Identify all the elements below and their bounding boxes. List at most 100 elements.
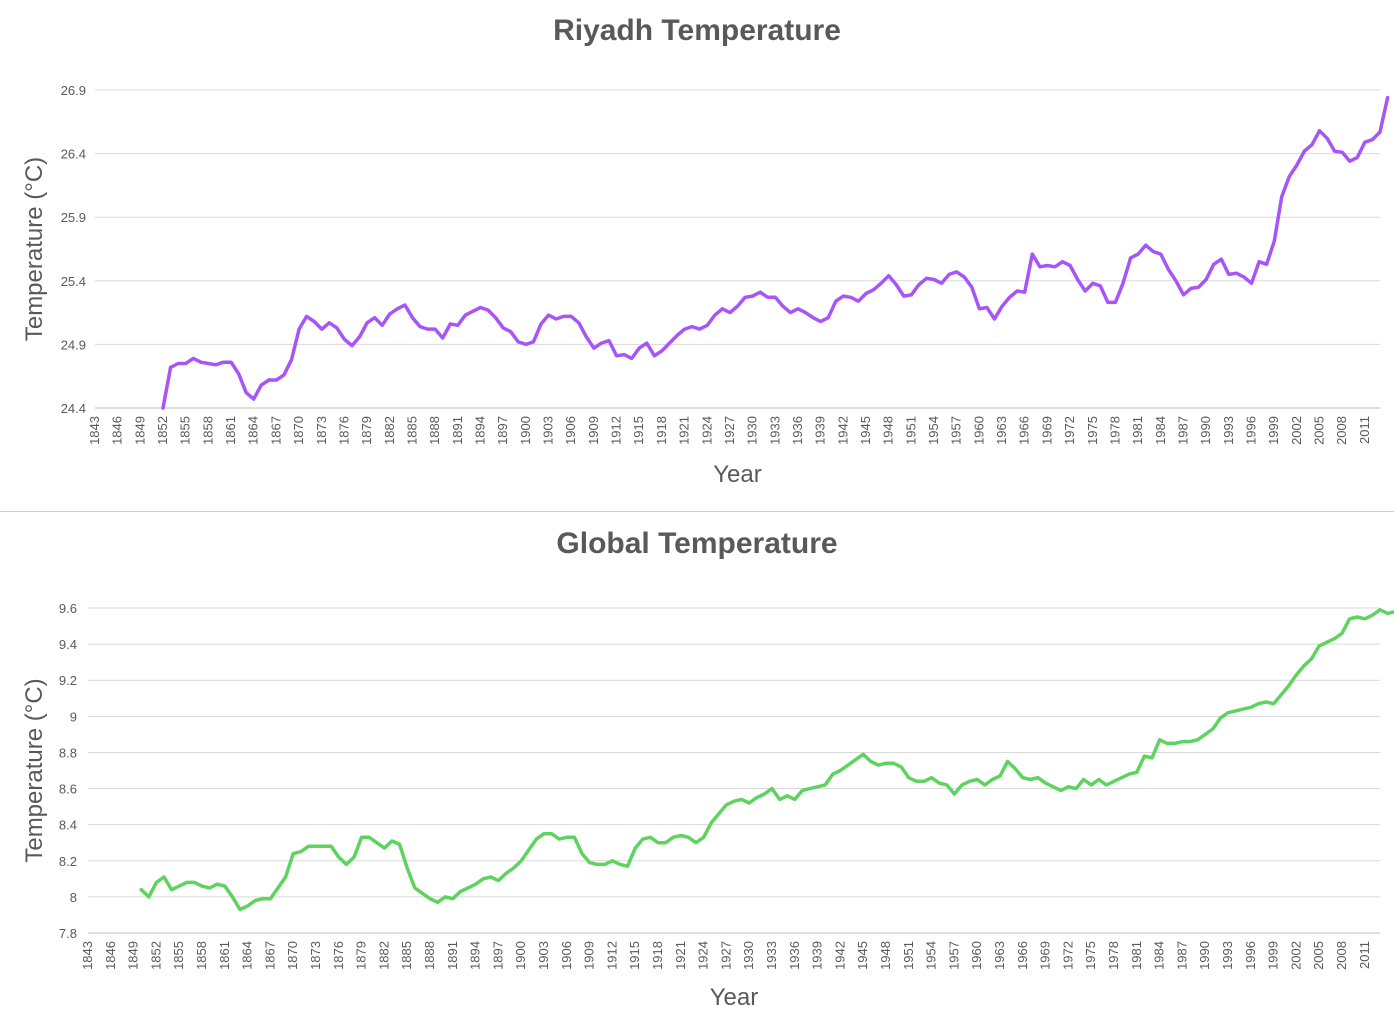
x-tick-label: 2011 [1357,941,1372,969]
riyadh-data-point [690,325,694,328]
riyadh-data-point [449,322,452,326]
x-tick-label: 1993 [1221,416,1236,445]
riyadh-data-point [260,383,263,387]
global-data-point [801,789,804,792]
global-data-point [846,763,850,767]
riyadh-data-point [736,305,739,308]
x-tick-label: 1861 [217,941,232,970]
global-data-point [1257,702,1260,705]
global-data-point [808,787,812,790]
global-data-point [968,780,971,783]
global-data-point [360,836,363,839]
global-data-point [550,832,553,835]
global-data-point [406,866,409,870]
y-tick-label: 9.6 [59,601,77,616]
global-data-point [254,899,257,902]
x-tick-label: 1957 [949,416,964,445]
x-tick-label: 1948 [881,416,896,445]
global-data-point [915,780,918,783]
global-data-point [717,812,720,816]
riyadh-data-point [592,347,596,350]
riyadh-data-point [1023,291,1026,294]
riyadh-data-point [660,349,664,352]
global-data-point [299,850,302,853]
x-tick-label: 1855 [178,416,193,445]
x-tick-label: 1864 [246,416,261,445]
riyadh-chart-plot: 24.4 24.9 25.4 25.9 26.4 26.9 1843 1846 1849 1852… [21,83,1390,488]
global-data-point [596,863,599,866]
global-data-point [542,832,546,835]
x-tick-label: 1879 [354,941,369,970]
global-data-point [185,881,188,884]
global-data-point [1211,727,1215,731]
x-tick-label: 1897 [495,416,510,445]
global-data-point [1128,772,1131,776]
global-data-point [702,836,705,839]
global-data-point [732,799,736,803]
global-data-point [1006,760,1009,763]
riyadh-data-point [743,296,747,299]
global-data-point [1196,738,1199,742]
y-tick-label: 26.4 [61,147,86,162]
riyadh-data-point [811,316,815,319]
global-data-point [953,792,956,796]
riyadh-data-point [872,288,875,291]
global-data-point [276,886,280,890]
riyadh-data-point [267,378,271,382]
global-data-point [938,781,941,785]
riyadh-data-point [1257,260,1261,263]
riyadh-data-point [1136,252,1140,256]
x-tick-label: 1954 [926,416,941,445]
global-data-point [1143,754,1146,758]
riyadh-data-point [751,294,754,298]
y-axis-title: Temperature (°C) [21,678,48,862]
x-tick-label: 1978 [1107,416,1122,445]
riyadh-data-point [1325,137,1329,140]
global-data-point [1021,776,1024,779]
global-data-point [1226,711,1230,714]
x-tick-label: 1894 [473,416,488,445]
x-tick-label: 1981 [1129,941,1144,970]
x-tick-label: 1906 [559,941,574,970]
x-tick-label: 1846 [103,941,118,970]
riyadh-data-point [630,357,633,360]
x-tick-label: 1909 [586,416,601,445]
riyadh-data-point [524,343,528,346]
global-data-point [839,769,842,772]
riyadh-data-point [728,311,732,314]
global-data-point [390,839,394,843]
x-tick-label: 1960 [969,941,984,970]
y-axis-title: Temperature (°C) [21,157,48,341]
x-tick-label: 1909 [582,941,597,970]
global-data-point [292,852,295,855]
riyadh-data-point [1038,265,1042,269]
global-data-point [520,859,523,862]
x-tick-label: 1915 [627,941,642,970]
x-tick-label: 1876 [331,941,346,970]
riyadh-data-point [1341,151,1344,154]
x-tick-label: 1975 [1085,416,1100,445]
riyadh-data-point [554,317,558,321]
riyadh-series-line [161,95,1390,410]
riyadh-data-point [940,282,943,285]
x-tick-label: 1876 [336,416,351,445]
riyadh-data-point [1386,96,1389,99]
riyadh-data-point [184,362,187,365]
riyadh-data-point [1272,240,1276,243]
riyadh-data-point [441,336,444,340]
x-tick-label: 1990 [1197,941,1212,970]
global-data-point [740,798,743,801]
global-data-point [459,890,462,893]
riyadh-data-point [774,296,777,299]
x-tick-label: 1939 [813,416,828,445]
global-data-point [527,848,530,852]
riyadh-data-point [456,324,460,327]
global-data-point [907,776,910,779]
x-tick-label: 1852 [155,416,170,445]
global-data-point [892,762,895,765]
riyadh-data-point [252,397,255,401]
y-tick-label: 25.9 [61,210,86,225]
global-data-point [1036,776,1040,779]
global-data-point [1082,778,1085,781]
riyadh-data-point [290,358,293,361]
